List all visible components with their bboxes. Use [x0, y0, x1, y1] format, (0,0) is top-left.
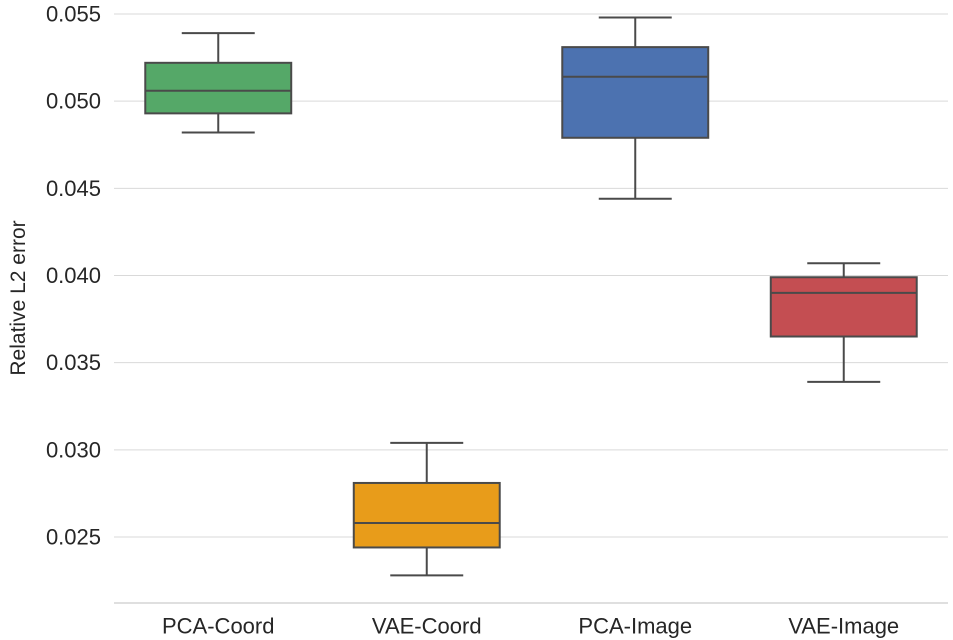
box-pca-coord	[144, 32, 293, 134]
y-tick-label: 0.025	[46, 525, 101, 550]
x-axis-ticks: PCA-Coord VAE-Coord PCA-Image VAE-Image	[162, 614, 899, 639]
y-tick-label: 0.035	[46, 350, 101, 375]
y-axis-label: Relative L2 error	[7, 220, 30, 375]
y-tick-label: 0.045	[46, 176, 101, 201]
y-tick-label: 0.055	[46, 2, 101, 27]
x-tick-label: PCA-Coord	[162, 614, 274, 639]
x-tick-label: PCA-Image	[578, 614, 692, 639]
iqr-box	[769, 276, 918, 338]
y-tick-label: 0.030	[46, 437, 101, 462]
iqr-box	[561, 46, 710, 139]
box-pca-image	[561, 16, 710, 200]
box-vae-coord	[352, 441, 501, 577]
y-tick-label: 0.050	[46, 89, 101, 114]
x-tick-label: VAE-Image	[788, 614, 899, 639]
box-vae-image	[769, 262, 918, 383]
y-tick-label: 0.040	[46, 263, 101, 288]
x-tick-label: VAE-Coord	[372, 614, 482, 639]
y-axis-ticks: 0.025 0.030 0.035 0.040 0.045 0.050 0.055	[46, 2, 101, 550]
iqr-box	[144, 61, 293, 115]
iqr-box	[352, 481, 501, 549]
boxes	[144, 16, 918, 577]
